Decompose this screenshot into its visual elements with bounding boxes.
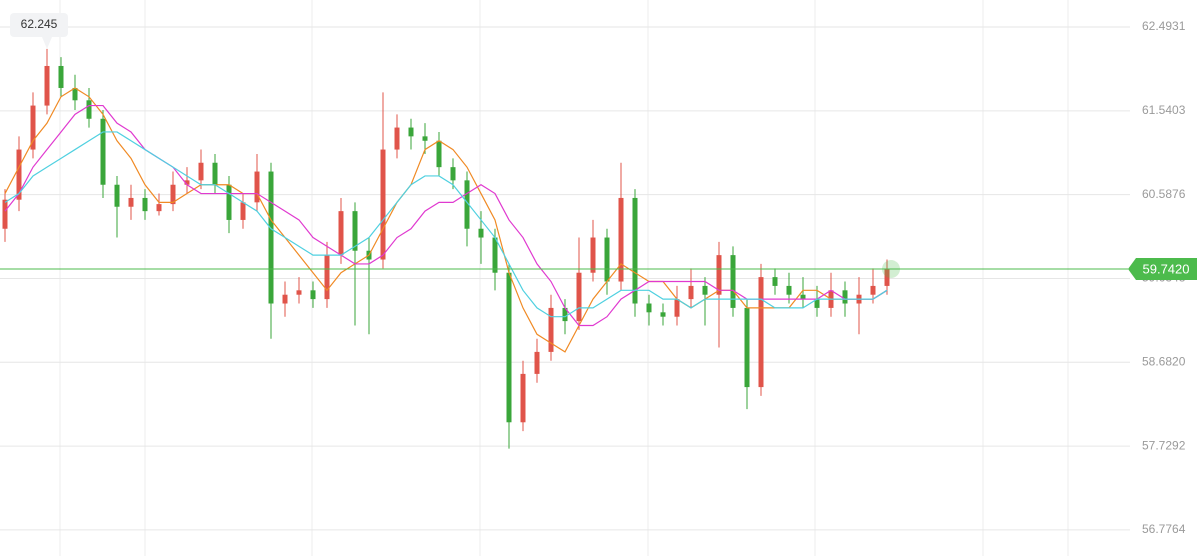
candle-body [534, 351, 540, 374]
candle-body [58, 65, 64, 88]
candle-body [352, 211, 358, 251]
candle-body [436, 140, 442, 168]
candle-body [492, 237, 498, 273]
candle-body [198, 162, 204, 181]
candle-body [604, 237, 610, 282]
candle-body [394, 127, 400, 150]
candle-body [30, 105, 36, 150]
candle-body [744, 307, 750, 388]
candle-body [422, 136, 428, 141]
candle-body [464, 180, 470, 229]
candle-body [282, 294, 288, 304]
candle-body [114, 184, 120, 207]
y-tick-label: 56.7764 [1142, 522, 1186, 536]
annotation-pointer [42, 37, 52, 49]
candle-body [184, 180, 190, 185]
y-tick-label: 58.6820 [1142, 354, 1186, 368]
candle-body [884, 269, 890, 286]
candle-body [296, 290, 302, 295]
moving-average-line [4, 131, 888, 318]
candle-body [506, 272, 512, 423]
candle-body [310, 290, 316, 300]
candle-body [758, 277, 764, 388]
candle-body [142, 197, 148, 212]
last-price-glow [882, 260, 900, 279]
candle-body [86, 100, 92, 119]
candle-body [44, 65, 50, 106]
candle-body [730, 255, 736, 308]
candle-body [128, 197, 134, 207]
moving-average-line [4, 87, 888, 353]
y-tick-label: 62.4931 [1142, 19, 1186, 33]
candle-body [520, 373, 526, 423]
candle-body [380, 149, 386, 260]
candle-body [618, 197, 624, 282]
candle-body [870, 285, 876, 295]
candle-body [590, 237, 596, 273]
candle-body [716, 255, 722, 295]
candle-body [800, 294, 806, 300]
last-price-tag [1128, 258, 1197, 281]
candle-body [632, 197, 638, 304]
candle-body [16, 149, 22, 200]
candle-body [212, 162, 218, 185]
candle-body [660, 312, 666, 317]
candle-body [814, 299, 820, 308]
candle-body [408, 127, 414, 137]
candle-body [548, 307, 554, 352]
candle-body [268, 171, 274, 304]
candle-body [786, 285, 792, 295]
candle-body [2, 199, 8, 229]
candle-body [338, 211, 344, 256]
candle-body [772, 277, 778, 286]
candle-body [324, 255, 330, 300]
candle-body [226, 184, 232, 220]
candle-body [100, 118, 106, 185]
candle-body [576, 272, 582, 322]
moving-average-line [4, 104, 888, 327]
last-price-label: 59.7420 [1143, 261, 1190, 276]
candle-body [240, 202, 246, 220]
annotation-label: 62.245 [21, 17, 58, 31]
candle-body [450, 167, 456, 181]
candle-body [646, 303, 652, 313]
candle-body [674, 299, 680, 317]
candle-body [702, 285, 708, 295]
candle-body [688, 285, 694, 300]
candle-body [562, 307, 568, 322]
candle-body [478, 228, 484, 238]
y-tick-label: 60.5876 [1142, 187, 1186, 201]
y-tick-label: 61.5403 [1142, 103, 1186, 117]
candle-body [156, 204, 162, 212]
annotation-box [10, 13, 68, 37]
y-tick-label: 57.7292 [1142, 438, 1186, 452]
candle-body [842, 290, 848, 304]
candle-body [72, 87, 78, 101]
candle-body [254, 171, 260, 203]
candle-body [170, 184, 176, 205]
